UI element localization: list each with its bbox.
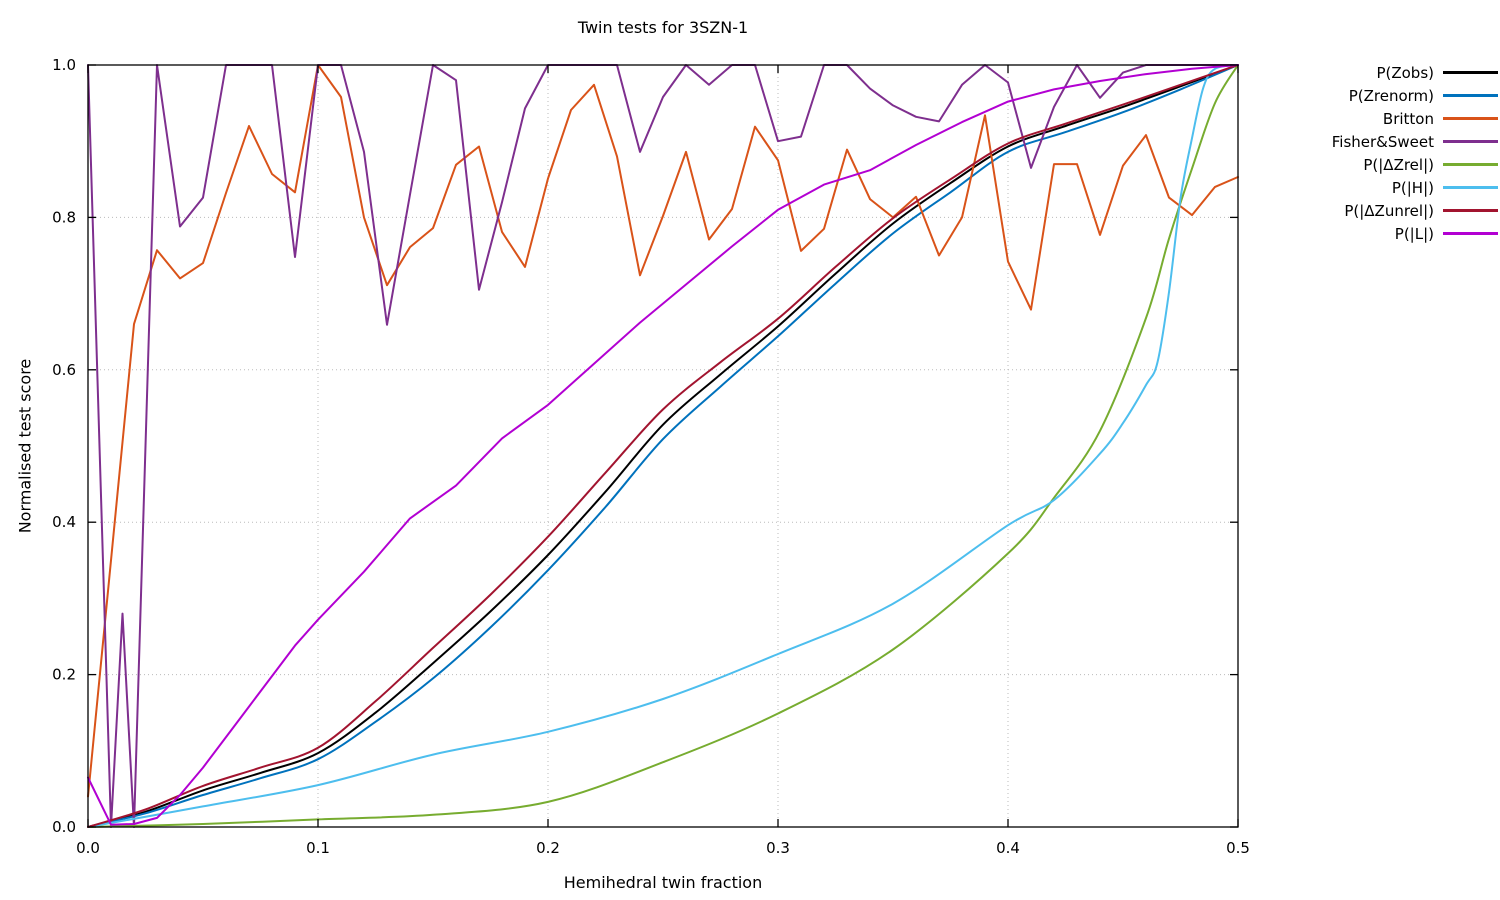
y-axis-label: Normalised test score	[15, 358, 35, 534]
legend-item: Fisher&Sweet	[1332, 130, 1498, 153]
x-tick-label: 0.0	[76, 839, 100, 857]
legend-item: P(Zrenorm)	[1332, 84, 1498, 107]
legend-line-swatch	[1443, 163, 1498, 166]
x-tick-label: 0.3	[766, 839, 790, 857]
legend-label: P(|L|)	[1394, 224, 1434, 243]
y-tick-label: 0.6	[52, 361, 76, 379]
legend-item: P(|ΔZrel|)	[1332, 153, 1498, 176]
legend-label: Britton	[1382, 109, 1434, 128]
y-tick-label: 0.2	[52, 666, 76, 684]
x-tick-label: 0.4	[996, 839, 1020, 857]
legend-item: P(|H|)	[1332, 176, 1498, 199]
y-tick-label: 0.4	[52, 513, 76, 531]
legend-label: P(Zrenorm)	[1348, 86, 1434, 105]
series-line	[87, 64, 1239, 828]
x-tick-label: 0.5	[1226, 839, 1250, 857]
series-line	[87, 64, 1239, 826]
x-axis-label: Hemihedral twin fraction	[563, 873, 763, 892]
y-tick-label: 1.0	[52, 56, 76, 74]
legend-line-swatch	[1443, 71, 1498, 74]
chart-title: Twin tests for 3SZN-1	[577, 18, 749, 37]
x-tick-label: 0.2	[536, 839, 560, 857]
legend-item: P(|L|)	[1332, 222, 1498, 245]
legend-line-swatch	[1443, 117, 1498, 120]
legend-line-swatch	[1443, 186, 1498, 189]
series-line	[87, 64, 1239, 828]
plot-border	[87, 64, 1239, 828]
legend-item: P(Zobs)	[1332, 61, 1498, 84]
legend-label: P(|ΔZrel|)	[1363, 155, 1434, 174]
legend-label: Fisher&Sweet	[1331, 132, 1434, 151]
series-group	[87, 64, 1239, 828]
legend-line-swatch	[1443, 209, 1498, 212]
legend-line-swatch	[1443, 94, 1498, 97]
series-line	[87, 64, 1239, 798]
y-tick-label: 0.8	[52, 208, 76, 226]
series-line	[87, 64, 1239, 828]
legend: P(Zobs) P(Zrenorm) Britton Fisher&Sweet P(|Δ…	[1332, 61, 1498, 245]
legend-label: P(Zobs)	[1376, 63, 1434, 82]
legend-line-swatch	[1443, 232, 1498, 235]
y-tick-label: 0.0	[52, 818, 76, 836]
series-line	[87, 64, 1239, 828]
legend-line-swatch	[1443, 140, 1498, 143]
legend-label: P(|ΔZunrel|)	[1344, 201, 1434, 220]
series-line	[87, 64, 1239, 828]
series-line	[87, 64, 1239, 828]
legend-item: P(|ΔZunrel|)	[1332, 199, 1498, 222]
legend-item: Britton	[1332, 107, 1498, 130]
x-tick-label: 0.1	[306, 839, 330, 857]
legend-label: P(|H|)	[1391, 178, 1434, 197]
